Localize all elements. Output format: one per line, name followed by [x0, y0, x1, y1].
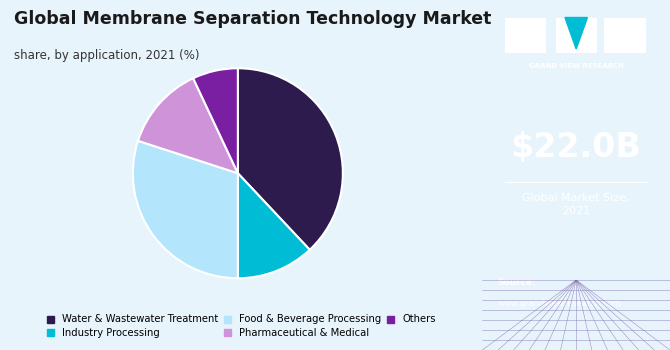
Wedge shape: [193, 68, 238, 173]
FancyBboxPatch shape: [555, 18, 597, 52]
Text: share, by application, 2021 (%): share, by application, 2021 (%): [15, 49, 200, 62]
Wedge shape: [138, 78, 238, 173]
Text: Global Membrane Separation Technology Market: Global Membrane Separation Technology Ma…: [15, 10, 492, 28]
Text: GRAND VIEW RESEARCH: GRAND VIEW RESEARCH: [529, 63, 624, 69]
Wedge shape: [133, 141, 238, 278]
Legend: Water & Wastewater Treatment, Industry Processing, Food & Beverage Processing, P: Water & Wastewater Treatment, Industry P…: [43, 310, 440, 342]
Text: Source:: Source:: [497, 278, 536, 287]
Text: Global Market Size,
2021: Global Market Size, 2021: [523, 193, 630, 217]
Text: $22.0B: $22.0B: [511, 131, 642, 163]
Text: www.grandviewresearch.com: www.grandviewresearch.com: [497, 299, 621, 308]
Wedge shape: [238, 68, 343, 250]
FancyBboxPatch shape: [604, 18, 646, 52]
Wedge shape: [238, 173, 310, 278]
FancyBboxPatch shape: [505, 18, 546, 52]
Polygon shape: [565, 18, 588, 49]
